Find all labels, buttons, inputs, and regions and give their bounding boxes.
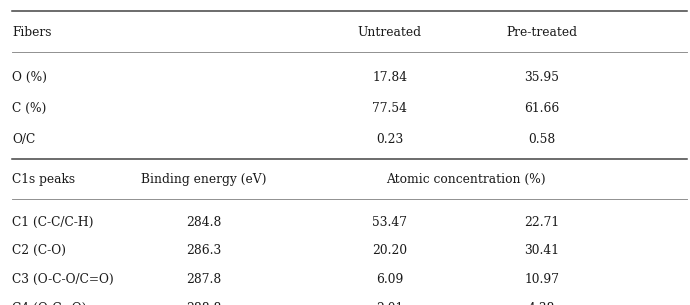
Text: C (%): C (%) <box>12 102 47 115</box>
Text: Atomic concentration (%): Atomic concentration (%) <box>386 173 546 185</box>
Text: Fibers: Fibers <box>12 26 52 39</box>
Text: O (%): O (%) <box>12 71 48 84</box>
Text: 0.58: 0.58 <box>528 133 555 146</box>
Text: 61.66: 61.66 <box>524 102 560 115</box>
Text: 287.8: 287.8 <box>186 273 221 286</box>
Text: 10.97: 10.97 <box>524 273 559 286</box>
Text: 2.01: 2.01 <box>376 302 404 305</box>
Text: Pre-treated: Pre-treated <box>506 26 577 39</box>
Text: 53.47: 53.47 <box>373 216 407 228</box>
Text: C1s peaks: C1s peaks <box>12 173 75 185</box>
Text: 30.41: 30.41 <box>524 244 559 257</box>
Text: 20.20: 20.20 <box>373 244 407 257</box>
Text: 17.84: 17.84 <box>373 71 407 84</box>
Text: 284.8: 284.8 <box>186 216 221 228</box>
Text: O/C: O/C <box>12 133 36 146</box>
Text: C2 (C-O): C2 (C-O) <box>12 244 66 257</box>
Text: 286.3: 286.3 <box>186 244 221 257</box>
Text: 35.95: 35.95 <box>524 71 559 84</box>
Text: C3 (O-C-O/C=O): C3 (O-C-O/C=O) <box>12 273 114 286</box>
Text: 77.54: 77.54 <box>373 102 407 115</box>
Text: C1 (C-C/C-H): C1 (C-C/C-H) <box>12 216 94 228</box>
Text: 0.23: 0.23 <box>376 133 404 146</box>
Text: 4.38: 4.38 <box>528 302 555 305</box>
Text: 6.09: 6.09 <box>376 273 404 286</box>
Text: C4 (O-C=O): C4 (O-C=O) <box>12 302 87 305</box>
Text: Binding energy (eV): Binding energy (eV) <box>141 173 266 185</box>
Text: 22.71: 22.71 <box>524 216 559 228</box>
Text: 288.8: 288.8 <box>186 302 221 305</box>
Text: Untreated: Untreated <box>358 26 422 39</box>
